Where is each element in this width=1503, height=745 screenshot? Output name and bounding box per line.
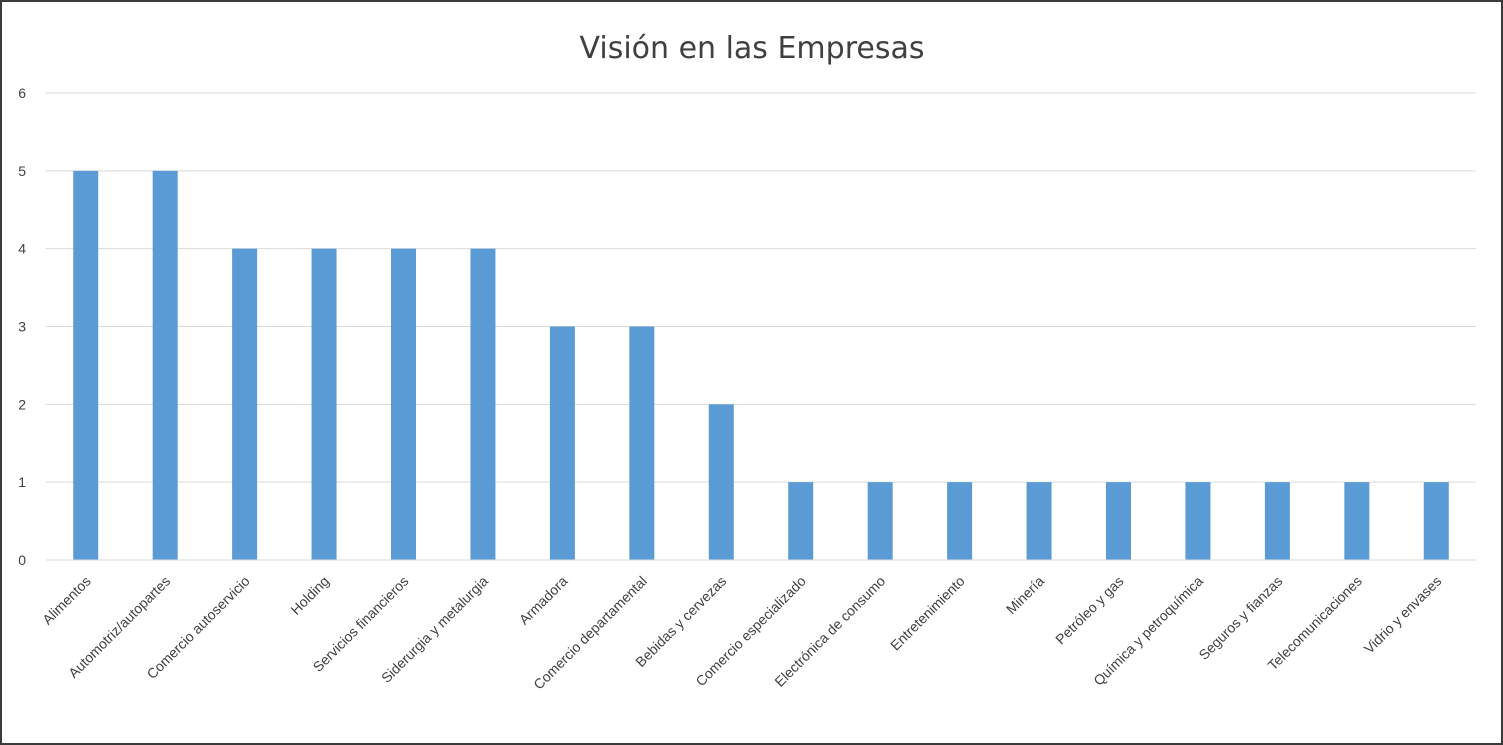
- bars: [73, 170, 1449, 561]
- bar-6: [470, 248, 496, 560]
- bar-18: [1423, 482, 1449, 560]
- bar-1: [73, 170, 99, 561]
- bar-15: [1185, 482, 1211, 560]
- x-tick-label: Minería: [1003, 573, 1047, 617]
- y-tick-label: 6: [18, 85, 26, 101]
- bar-12: [947, 482, 973, 560]
- y-tick-label: 2: [18, 396, 26, 412]
- x-tick-label: Alimentos: [39, 573, 94, 628]
- x-tick-label: Armadora: [516, 573, 571, 628]
- bar-9: [708, 404, 734, 560]
- bar-4: [311, 248, 337, 560]
- x-tick-label: Vidrio y envases: [1361, 573, 1445, 657]
- gridlines: [46, 92, 1476, 483]
- chart-title: Visión en las Empresas: [580, 31, 925, 66]
- bar-3: [232, 248, 258, 560]
- bar-10: [788, 482, 814, 560]
- x-tick-label: Holding: [287, 573, 332, 618]
- bar-14: [1106, 482, 1131, 560]
- y-tick-label: 5: [18, 163, 26, 179]
- y-axis-ticks: 0 1 2 3 4 5 6: [18, 85, 26, 568]
- y-tick-label: 4: [18, 241, 26, 257]
- bar-2: [152, 170, 178, 561]
- bar-5: [391, 248, 416, 560]
- bar-7: [549, 326, 575, 560]
- bar-17: [1344, 482, 1370, 560]
- y-tick-label: 0: [18, 552, 26, 568]
- x-tick-label: Petróleo y gas: [1052, 573, 1127, 648]
- y-tick-label: 3: [18, 319, 26, 335]
- x-tick-label: Entretenimiento: [887, 573, 968, 654]
- x-tick-label: Seguros y fianzas: [1195, 573, 1285, 663]
- bar-13: [1026, 482, 1052, 560]
- bar-8: [629, 326, 655, 560]
- bar-11: [867, 482, 893, 560]
- y-tick-label: 1: [18, 474, 26, 490]
- bar-16: [1264, 482, 1290, 560]
